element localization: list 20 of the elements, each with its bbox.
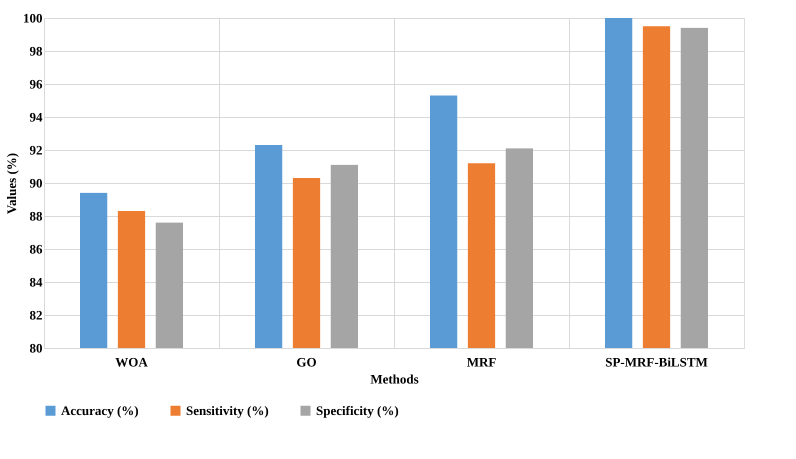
x-tick-label: WOA <box>115 354 148 370</box>
legend-label: Accuracy (%) <box>61 402 139 418</box>
x-axis-title: Methods <box>370 372 419 386</box>
legend-label: Specificity (%) <box>316 402 399 418</box>
y-tick-label: 82 <box>30 308 42 322</box>
legend-label: Sensitivity (%) <box>186 402 269 418</box>
y-tick-label: 88 <box>30 208 43 224</box>
y-tick-label: 80 <box>30 340 42 356</box>
x-tick-label: GO <box>296 354 317 370</box>
x-tick-label: SP-MRF-BiLSTM <box>605 354 708 370</box>
y-tick-label: 100 <box>23 10 42 26</box>
y-tick-label: 92 <box>30 142 42 158</box>
y-tick-label: 96 <box>30 76 43 92</box>
y-tick-label: 90 <box>30 176 42 190</box>
y-axis-title: Values (%) <box>4 152 19 214</box>
y-tick-label: 86 <box>30 242 43 256</box>
x-tick-label: MRF <box>466 354 496 370</box>
y-tick-label: 98 <box>30 44 43 58</box>
y-tick-label: 94 <box>30 110 43 124</box>
y-tick-label: 84 <box>30 274 43 290</box>
